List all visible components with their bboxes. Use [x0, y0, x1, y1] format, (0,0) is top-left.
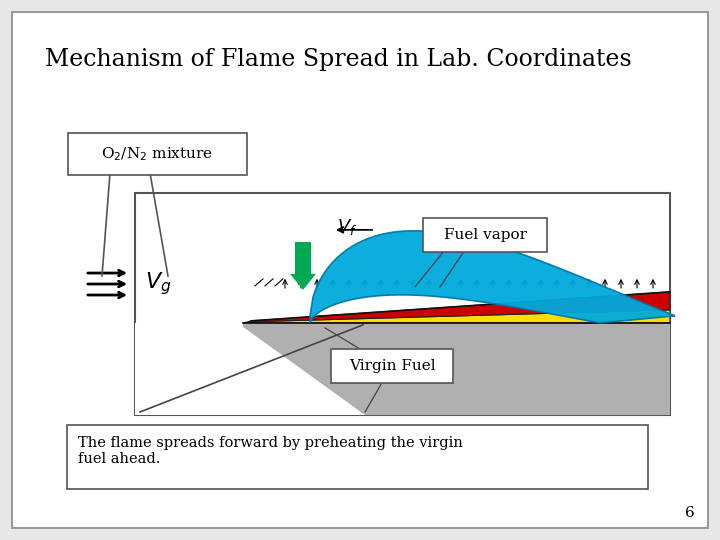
Polygon shape [135, 323, 365, 415]
Polygon shape [243, 310, 670, 323]
Polygon shape [310, 231, 675, 323]
FancyBboxPatch shape [67, 425, 648, 489]
FancyBboxPatch shape [423, 218, 547, 252]
Text: O$_2$/N$_2$ mixture: O$_2$/N$_2$ mixture [102, 145, 214, 163]
Polygon shape [290, 274, 316, 290]
Text: Virgin Fuel: Virgin Fuel [348, 359, 436, 373]
FancyBboxPatch shape [295, 242, 311, 274]
FancyBboxPatch shape [331, 349, 453, 383]
Text: Mechanism of Flame Spread in Lab. Coordinates: Mechanism of Flame Spread in Lab. Coordi… [45, 48, 631, 71]
Polygon shape [248, 292, 670, 322]
FancyBboxPatch shape [135, 193, 670, 415]
Text: Fuel vapor: Fuel vapor [444, 228, 526, 242]
Text: The flame spreads forward by preheating the virgin
fuel ahead.: The flame spreads forward by preheating … [78, 436, 463, 466]
Text: $V_f$: $V_f$ [337, 217, 357, 237]
Text: 6: 6 [685, 506, 695, 520]
FancyBboxPatch shape [68, 133, 247, 175]
FancyBboxPatch shape [135, 323, 670, 415]
Text: $V_g$: $V_g$ [145, 271, 171, 298]
FancyBboxPatch shape [12, 12, 708, 528]
